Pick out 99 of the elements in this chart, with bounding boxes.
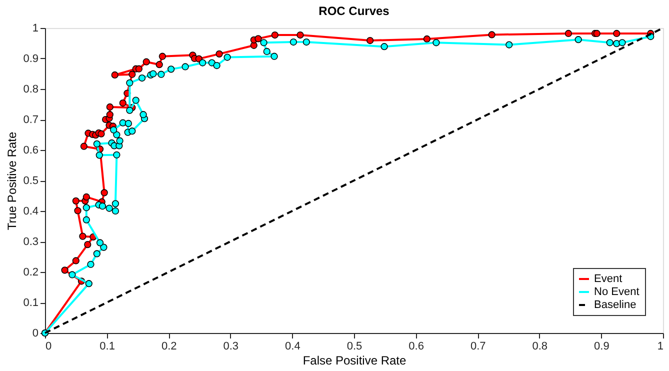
point (366, 36, 374, 44)
point (296, 31, 304, 39)
point (112, 207, 120, 215)
point (564, 30, 572, 38)
point (87, 260, 94, 268)
point (68, 271, 76, 278)
point (113, 151, 120, 158)
point (74, 207, 82, 214)
point (158, 70, 165, 78)
point (100, 189, 108, 196)
point (84, 240, 92, 248)
x-tick-label: 0.6 (408, 340, 424, 352)
point (116, 137, 124, 144)
point (158, 52, 166, 60)
y-tick-label: 0.8 (23, 84, 38, 96)
point (85, 280, 92, 288)
point (82, 193, 90, 201)
y-tick-label: 0.2 (23, 266, 38, 278)
point (271, 31, 278, 39)
point (128, 70, 136, 78)
point (574, 36, 582, 44)
point (290, 38, 297, 46)
x-tick-label: 0.5 (346, 340, 362, 352)
point (79, 232, 86, 240)
point (156, 61, 163, 68)
point (106, 204, 113, 212)
point (80, 142, 88, 150)
x-tick-label: 0 (46, 340, 52, 352)
point (140, 111, 147, 118)
x-axis-title: False Positive Rate (302, 354, 407, 368)
point (106, 111, 114, 118)
point (82, 204, 90, 212)
point (93, 140, 100, 148)
y-axis-title: True Positive Rate (5, 132, 20, 230)
point (182, 63, 189, 70)
x-tick-label: 0.9 (594, 340, 610, 352)
point (213, 62, 220, 70)
point (100, 244, 108, 251)
y-tick-label: 1 (32, 22, 38, 34)
point (96, 239, 104, 246)
point (98, 202, 106, 210)
x-tick-label: 0.4 (285, 340, 300, 352)
point (168, 66, 175, 73)
point (224, 54, 231, 61)
point (132, 96, 140, 104)
y-tick-label: 0.6 (23, 144, 38, 156)
point (613, 40, 620, 48)
point (72, 197, 80, 204)
y-tick-label: 0 (32, 328, 38, 340)
x-tick-label: 0.7 (470, 340, 486, 352)
point (119, 99, 126, 107)
x-tick-label: 0.1 (100, 340, 115, 352)
point (150, 70, 157, 78)
point (110, 126, 118, 134)
point (106, 103, 114, 111)
point (618, 39, 626, 46)
point (302, 38, 310, 46)
point (423, 35, 430, 43)
legend-label: Event (594, 273, 622, 285)
point (128, 128, 136, 135)
legend-label: No Event (594, 286, 640, 298)
y-tick-label: 0.1 (23, 297, 38, 309)
x-tick-label: 0.3 (223, 340, 239, 352)
point (82, 216, 90, 224)
point (112, 200, 120, 208)
point (216, 50, 223, 58)
point (613, 30, 620, 38)
point (432, 39, 440, 46)
point (606, 39, 614, 46)
legend-label: Baseline (594, 299, 636, 311)
y-tick-label: 0.5 (23, 175, 38, 187)
point (126, 79, 134, 86)
chart-title: ROC Curves (318, 4, 390, 18)
point (380, 43, 388, 50)
point (260, 39, 268, 46)
point (124, 120, 132, 128)
point (135, 65, 142, 72)
y-tick-label: 0.4 (23, 206, 38, 218)
x-tick-label: 1 (657, 340, 664, 352)
x-tick-label: 0.2 (161, 340, 177, 352)
point (138, 74, 146, 82)
point (72, 257, 80, 264)
point (61, 266, 68, 274)
point (93, 250, 100, 258)
point (254, 35, 262, 42)
y-tick-label: 0.7 (23, 114, 38, 126)
point (98, 130, 105, 138)
x-tick-label: 0.8 (532, 340, 548, 352)
point (488, 31, 496, 38)
point (111, 71, 118, 79)
y-tick-label: 0.3 (23, 236, 38, 248)
point (263, 48, 270, 56)
y-tick-label: 0.9 (23, 53, 38, 65)
point (270, 52, 278, 60)
point (199, 59, 206, 66)
point (126, 106, 134, 114)
point (506, 41, 513, 48)
point (142, 58, 150, 66)
point (96, 152, 103, 159)
